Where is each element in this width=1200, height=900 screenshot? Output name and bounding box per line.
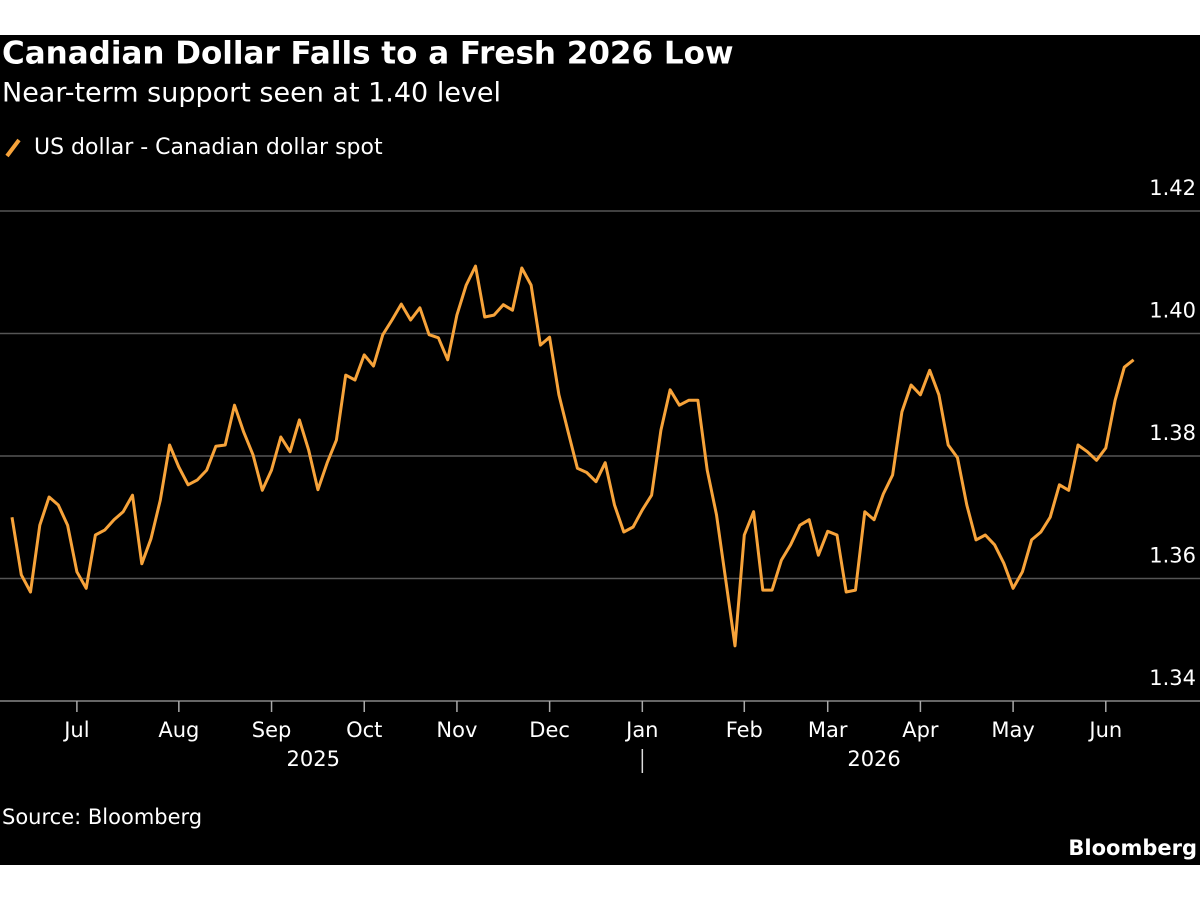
x-tick-label: Feb <box>726 718 763 742</box>
legend-label: US dollar - Canadian dollar spot <box>34 135 383 160</box>
y-tick-label: 1.40 <box>1149 299 1196 323</box>
x-tick-label: Nov <box>436 718 477 742</box>
y-tick-label: 1.36 <box>1149 544 1196 568</box>
x-tick-label: Apr <box>902 718 939 742</box>
background <box>0 35 1200 865</box>
x-tick-label: Jan <box>624 718 658 742</box>
x-tick-label: May <box>991 718 1034 742</box>
x-tick-label: Oct <box>346 718 382 742</box>
x-tick-label: Dec <box>529 718 570 742</box>
chart-subtitle: Near-term support seen at 1.40 level <box>2 78 501 109</box>
series-line <box>10 264 1135 648</box>
x-tick-label: Mar <box>808 718 848 742</box>
x-group-label: 2026 <box>847 747 900 771</box>
x-group-label: 2025 <box>287 747 340 771</box>
x-tick-label: Jul <box>62 718 89 742</box>
y-tick-label: 1.38 <box>1149 421 1196 445</box>
y-tick-label: 1.42 <box>1149 176 1196 200</box>
source: Source: Bloomberg <box>2 805 202 829</box>
brand: Bloomberg <box>1068 836 1197 860</box>
x-tick-label: Aug <box>158 718 199 742</box>
legend-swatch <box>5 138 21 158</box>
chart-title: Canadian Dollar Falls to a Fresh 2026 Lo… <box>2 36 734 72</box>
x-tick-label: Sep <box>252 718 292 742</box>
y-tick-label: 1.34 <box>1149 666 1196 690</box>
x-tick-label: Jun <box>1087 718 1122 742</box>
